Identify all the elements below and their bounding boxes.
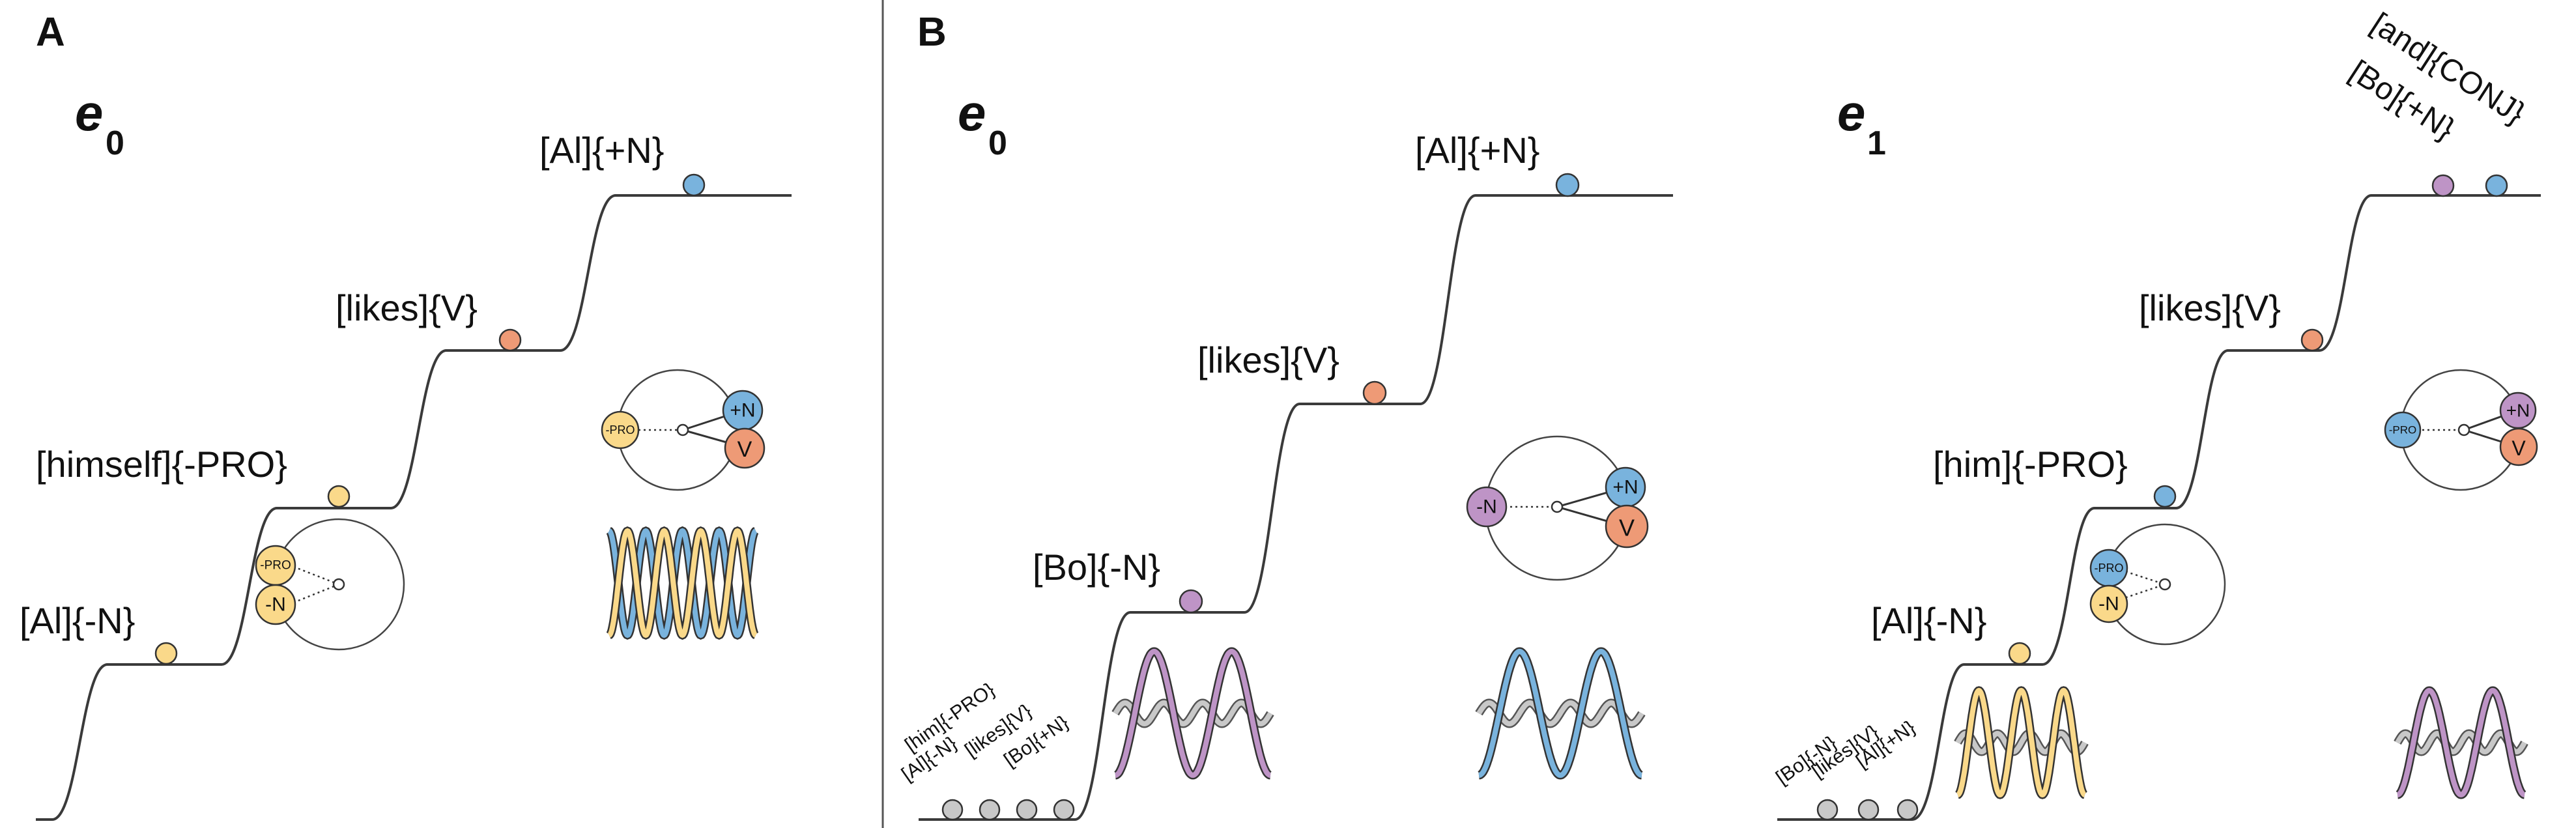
wave-pair-a — [606, 526, 759, 640]
panel-a-epoch-symbol: e — [75, 84, 103, 141]
queue-dot-4 — [1053, 799, 1075, 821]
wave-pair-b0-right — [1475, 647, 1646, 780]
circle-label-n: -N — [265, 594, 286, 616]
token-dot-likes-v — [1362, 380, 1387, 405]
token-dot-him-minus-pro — [2153, 485, 2177, 508]
panel-b-e0: B e 0 [him]{-PRO} [Al]{-N} [likes]{V} [B… — [898, 10, 1673, 821]
step-label-1: [Al]{-N} — [1871, 600, 1986, 641]
feature-circle-b0: -N +N V — [1466, 435, 1649, 581]
queue-dot-2 — [1857, 799, 1880, 821]
step-label-2: [likes]{V} — [1197, 339, 1339, 380]
circle-label-pro: -PRO — [260, 559, 291, 573]
queue-dot-3 — [1896, 799, 1919, 821]
token-dot-and-conj — [2485, 174, 2508, 197]
panel-a-epoch-subscript: 0 — [106, 124, 124, 162]
token-dot-bo-plus-n — [2431, 174, 2455, 197]
circle-label-plus-n: +N — [1612, 477, 1638, 498]
token-dot-al-minus-n — [2008, 642, 2031, 665]
circle-label-n: -N — [2098, 593, 2119, 615]
token-dot-al-minus-n — [154, 642, 178, 665]
circle-label-v: V — [1619, 515, 1635, 541]
step-label-3: [likes]{V} — [2139, 287, 2281, 328]
queue-dot-1 — [941, 799, 964, 821]
panel-b1-epoch-symbol: e — [1837, 84, 1865, 141]
circle-label-plus-n: +N — [2506, 401, 2530, 421]
circle-label-n: -N — [1476, 496, 1497, 518]
step-label-2: [himself]{-PRO} — [36, 444, 287, 485]
token-dot-himself-minus-pro — [327, 485, 351, 508]
step-label-3: [Al]{+N} — [1415, 130, 1539, 171]
step-label-4: [Al]{+N} — [539, 130, 664, 171]
circle-label-pro: -PRO — [2095, 562, 2124, 575]
step-label-3: [likes]{V} — [336, 287, 478, 328]
panel-b-letter: B — [917, 10, 947, 55]
energy-staircase-a — [36, 194, 792, 821]
token-dot-bo-minus-n — [1179, 589, 1203, 614]
step-label-1: [Bo]{-N} — [1033, 547, 1160, 588]
circle-label-pro: -PRO — [2389, 424, 2417, 436]
panel-b-e1: e 1 [Bo]{-N} [likes]{V} [Al]{+N} [Al]{-N… — [1772, 7, 2541, 821]
wave-pair-b0-left — [1111, 647, 1274, 780]
queue-dot-3 — [1016, 799, 1038, 821]
energy-staircase-b1 — [1777, 194, 2541, 821]
panel-b0-epoch-subscript: 0 — [988, 124, 1007, 162]
queue-dot-2 — [979, 799, 1001, 821]
energy-staircase-b0 — [919, 194, 1673, 821]
panel-a-letter: A — [36, 10, 65, 55]
feature-circle-a-right: -PRO +N V — [601, 369, 766, 491]
token-dot-al-plus-n — [1555, 173, 1580, 197]
feature-circle-a-left: -PRO -N — [255, 518, 405, 651]
panel-b0-epoch-symbol: e — [958, 84, 986, 141]
step-label-1: [Al]{-N} — [20, 600, 135, 641]
circle-label-v: V — [737, 437, 752, 462]
circle-label-pro: -PRO — [606, 423, 635, 436]
wave-pair-b1-left — [1954, 686, 2089, 799]
step-label-2: [him]{-PRO} — [1933, 444, 2128, 485]
feature-circle-b1-left: -PRO -N — [2089, 523, 2226, 646]
token-dot-likes-v — [2300, 328, 2324, 352]
token-dot-al-plus-n — [682, 173, 706, 197]
circle-label-v: V — [2512, 436, 2526, 460]
queue-dot-1 — [1816, 799, 1839, 821]
feature-circle-b1-right: -PRO +N V — [2384, 369, 2538, 491]
token-dot-likes-v — [498, 328, 522, 352]
panel-b1-epoch-subscript: 1 — [1867, 124, 1886, 162]
circle-label-plus-n: +N — [730, 400, 755, 421]
wave-pair-b1-right — [2394, 686, 2528, 799]
panel-a: A e 0 [Al]{-N} [himself]{-PRO} [likes]{V… — [20, 10, 792, 821]
